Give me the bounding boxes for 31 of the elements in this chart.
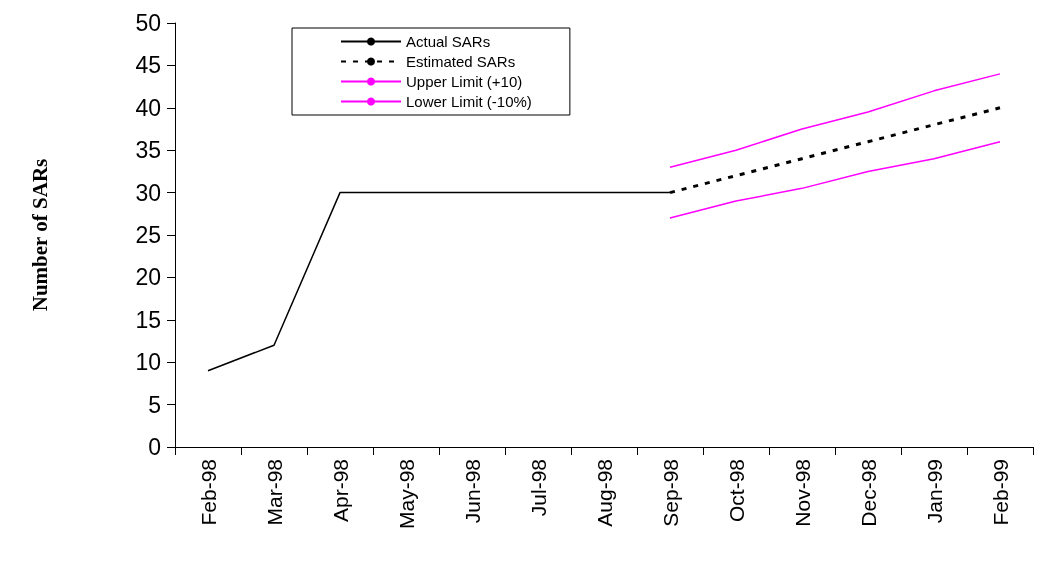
- y-tick-label: 40: [135, 94, 161, 121]
- y-tick-label: 35: [135, 137, 161, 164]
- x-tick-label: Dec-98: [856, 459, 880, 527]
- y-tick-label: 15: [135, 306, 161, 333]
- x-tick-label: Mar-98: [262, 459, 286, 526]
- x-tick-label: Jul-98: [526, 459, 550, 517]
- x-tick-label: Nov-98: [790, 459, 814, 527]
- x-tick-label: Jun-98: [460, 459, 484, 524]
- y-tick-label: 50: [135, 10, 161, 36]
- y-tick-label: 25: [135, 222, 161, 248]
- y-tick-label: 30: [135, 179, 161, 206]
- y-tick-label: 5: [148, 391, 161, 418]
- legend-label: Lower Limit (-10%): [406, 93, 532, 110]
- legend-label: Upper Limit (+10): [406, 73, 523, 90]
- y-tick-label: 10: [135, 349, 161, 376]
- y-tick-label: 0: [148, 434, 161, 460]
- x-tick-label: Oct-98: [724, 459, 748, 523]
- y-tick-label: 45: [135, 52, 161, 79]
- x-tick-label: Sep-98: [658, 459, 682, 527]
- line-series: [669, 73, 1001, 168]
- y-tick-label: 20: [135, 264, 161, 291]
- line-series: [669, 140, 1001, 219]
- y-axis-title: Number of SARs: [27, 158, 52, 312]
- x-tick-label: Apr-98: [328, 459, 352, 523]
- x-tick-label: Jan-99: [922, 459, 946, 524]
- x-tick-label: May-98: [394, 459, 418, 530]
- x-tick-label: Aug-98: [592, 459, 616, 527]
- legend-label: Actual SARs: [406, 33, 491, 50]
- x-tick-label: Feb-98: [196, 459, 220, 526]
- legend-label: Estimated SARs: [406, 53, 516, 70]
- x-tick-label: Feb-99: [988, 459, 1012, 526]
